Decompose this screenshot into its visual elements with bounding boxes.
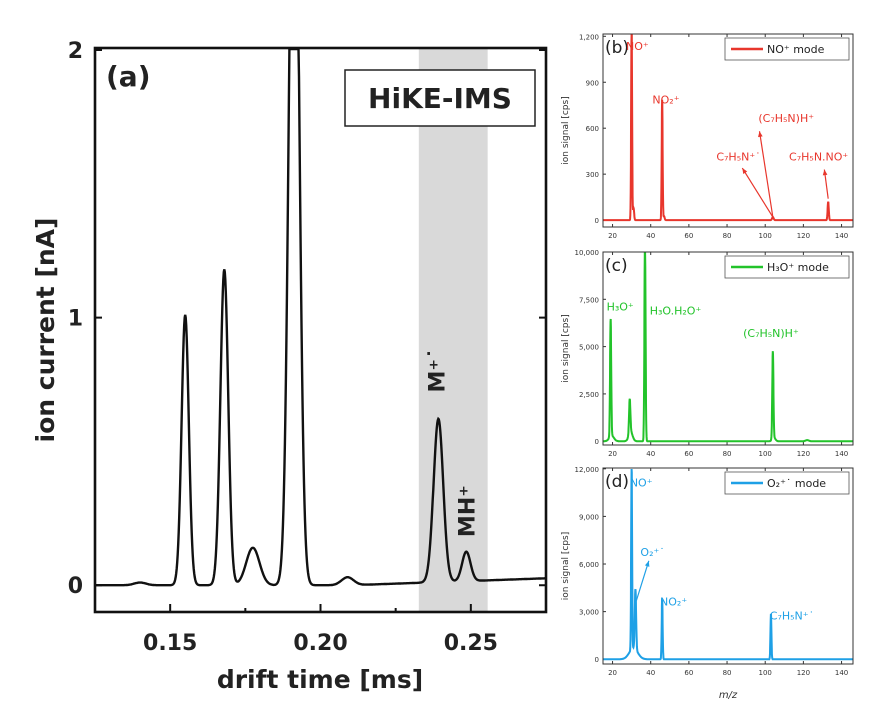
y-tick-label: 12,000 — [575, 466, 600, 474]
hike-ims-title-box — [344, 69, 536, 127]
y-tick-label: 9,000 — [579, 513, 599, 521]
panel-label: (b) — [605, 38, 629, 58]
mz-axis-label: m/z — [719, 690, 738, 701]
x-tick-label: 80 — [723, 232, 732, 240]
legend-box — [724, 255, 850, 279]
peak-annotation: C₇H₅N⁺˙ — [770, 610, 814, 623]
y-axis-label: ion current [nA] — [31, 218, 60, 443]
highlight-band — [418, 48, 488, 612]
y-tick-label: 0 — [595, 656, 599, 664]
legend-box — [724, 471, 850, 495]
peak-annotation: (C₇H₅N)H⁺ — [743, 327, 799, 340]
legend-label: O₂⁺˙ mode — [767, 477, 826, 490]
peak-annotation: NO⁺ — [626, 40, 649, 53]
peak-annotation: MH⁺ — [455, 485, 480, 537]
arrow-head-icon — [742, 168, 748, 174]
spectrum-trace — [603, 34, 853, 222]
x-tick-label: 20 — [608, 669, 617, 677]
x-tick-label: 40 — [646, 669, 655, 677]
annotation-arrow — [741, 167, 774, 218]
x-tick-label: 40 — [646, 232, 655, 240]
x-tick-label: 60 — [684, 669, 693, 677]
legend-box — [724, 37, 850, 61]
y-tick-label: 300 — [586, 171, 599, 179]
x-tick-label: 80 — [723, 450, 732, 458]
arrow-head-icon — [644, 560, 650, 567]
y-tick-label: 600 — [586, 125, 599, 133]
peak-annotation: C₇H₅N.NO⁺ — [789, 150, 848, 163]
arrow-head-icon — [822, 169, 828, 176]
y-tick-label: 5,000 — [579, 344, 599, 352]
panel-frame — [602, 467, 854, 665]
x-tick-label: 140 — [835, 669, 848, 677]
x-tick-label: 60 — [684, 232, 693, 240]
panel-c-h3o-mode: 20 40 60 80 100 120 140 0 2,500 5,000 7,500 10,000 (… — [561, 249, 854, 458]
peak-annotation: (C₇H₅N)H⁺ — [758, 112, 814, 125]
panel-d-o2-mode: 20 40 60 80 100 120 140 0 3,000 6,000 9,000 12,000 (… — [561, 466, 854, 677]
y-tick-label: 1 — [68, 307, 83, 332]
x-tick-label: 120 — [797, 669, 810, 677]
x-tick-label: 100 — [759, 232, 772, 240]
x-tick-label: 0.25 — [444, 631, 498, 656]
y-tick-label: 900 — [586, 79, 599, 87]
y-tick-label: 2 — [68, 39, 83, 64]
annotation-arrow — [758, 131, 774, 218]
x-axis-label: drift time [ms] — [217, 665, 423, 694]
peak-annotation: C₇H₅N⁺˙ — [716, 150, 760, 163]
peak-annotation: H₃O.H₂O⁺ — [650, 304, 702, 317]
x-tick-label: 60 — [684, 450, 693, 458]
y-tick-label: 1,200 — [579, 33, 599, 41]
y-tick-label: 2,500 — [579, 391, 599, 399]
y-tick-label: 6,000 — [579, 561, 599, 569]
spectrum-trace — [603, 252, 853, 443]
x-tick-label: 100 — [759, 450, 772, 458]
y-tick-label: 3,000 — [579, 609, 599, 617]
x-tick-label: 0.15 — [143, 631, 197, 656]
x-tick-label: 20 — [608, 232, 617, 240]
x-tick-label: 140 — [835, 232, 848, 240]
y-tick-label: 0 — [595, 217, 599, 225]
y-tick-label: 0 — [595, 438, 599, 446]
x-tick-label: 0.20 — [293, 631, 347, 656]
x-tick-label: 40 — [646, 450, 655, 458]
spectrum-trace — [603, 468, 853, 661]
ims-trace — [95, 47, 546, 587]
legend-label: H₃O⁺ mode — [767, 261, 829, 274]
y-tick-label: 0 — [68, 574, 83, 599]
panel-b-no-mode: 20 40 60 80 100 120 140 0 300 600 900 1,200 (b) NO⁺ m… — [561, 33, 854, 240]
panel-a-label: (a) — [106, 60, 151, 93]
x-tick-label: 20 — [608, 450, 617, 458]
panel-a-ims-spectrum: 0.15 0.20 0.25 0 1 2 (a) HiKE-IMS drift time … — [31, 39, 548, 694]
y-axis-label: ion signal [cps] — [561, 314, 571, 382]
x-tick-label: 120 — [797, 450, 810, 458]
x-tick-label: 120 — [797, 232, 810, 240]
arrow-head-icon — [758, 131, 763, 138]
y-axis-label: ion signal [cps] — [561, 532, 571, 600]
hike-ims-title: HiKE-IMS — [368, 82, 512, 115]
legend-label: NO⁺ mode — [767, 43, 825, 56]
annotation-arrow — [635, 560, 650, 601]
peak-annotation: NO₂⁺ — [652, 94, 679, 107]
x-tick-label: 100 — [759, 669, 772, 677]
panel-label: (d) — [605, 472, 629, 492]
peak-annotation: NO⁺ — [630, 476, 653, 489]
peak-annotation: M⁺˙ — [425, 348, 450, 393]
x-tick-label: 80 — [723, 669, 732, 677]
panel-frame — [602, 33, 854, 228]
peak-annotation: O₂⁺˙ — [640, 546, 664, 559]
y-tick-label: 7,500 — [579, 296, 599, 304]
peak-annotation: NO₂⁺ — [660, 595, 687, 608]
peak-annotation: H₃O⁺ — [607, 301, 634, 314]
x-tick-label: 140 — [835, 450, 848, 458]
y-axis-label: ion signal [cps] — [561, 96, 571, 164]
panel-frame — [602, 251, 854, 446]
panel-label: (c) — [605, 256, 628, 276]
panel-a-frame — [93, 46, 548, 614]
y-tick-label: 10,000 — [575, 249, 600, 257]
